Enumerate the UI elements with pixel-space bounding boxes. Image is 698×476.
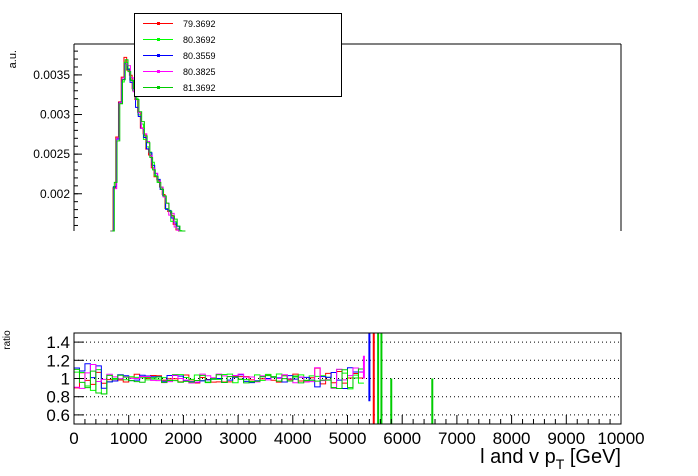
top-y-tick-label: 0.003	[40, 108, 70, 122]
top-y-tick-label: 0.0035	[33, 68, 70, 82]
ratio-series-80.3825	[74, 363, 364, 389]
ratio-series-81.3692	[74, 368, 364, 395]
legend-marker	[157, 86, 160, 89]
ratio-x-tick-label: 4000	[274, 429, 312, 448]
legend-entry: 79.3692	[135, 17, 341, 31]
legend-marker	[157, 70, 160, 73]
legend-entry: 80.3692	[135, 33, 341, 47]
legend-label: 79.3692	[183, 19, 216, 29]
legend-label: 80.3559	[183, 51, 216, 61]
legend-marker	[157, 38, 160, 41]
ratio-x-tick-label: 3000	[219, 429, 257, 448]
legend-marker	[157, 54, 160, 57]
ratio-y-tick-label: 0.8	[46, 388, 70, 407]
ratio-x-tick-label: 7000	[438, 429, 476, 448]
ratio-x-tick-label: 6000	[383, 429, 421, 448]
ratio-x-tick-label: 8000	[493, 429, 531, 448]
ratio-y-tick-label: 1	[61, 370, 70, 389]
ratio-y-tick-label: 0.6	[46, 406, 70, 425]
top-y-axis-label: a.u.	[7, 50, 19, 68]
legend-entry: 80.3825	[135, 65, 341, 79]
legend-entry: 80.3559	[135, 49, 341, 63]
ratio-y-axis-label: ratio	[2, 330, 13, 350]
legend-marker	[157, 22, 160, 25]
top-y-tick-label: 0.002	[40, 187, 70, 201]
ratio-x-tick-label: 1000	[110, 429, 148, 448]
ratio-y-tick-label: 1.2	[46, 351, 70, 370]
ratio-x-tick-label: 5000	[329, 429, 367, 448]
legend: 79.3692 80.3692 80.3559 80.3825 81.3692	[134, 13, 342, 97]
x-axis-label: l and v pT [GeV]	[480, 446, 621, 472]
ratio-y-tick-label: 1.4	[46, 333, 70, 352]
top-series-80.3692	[110, 61, 185, 232]
ratio-x-tick-label: 2000	[164, 429, 202, 448]
ratio-x-tick-label: 9000	[547, 429, 585, 448]
legend-label: 80.3825	[183, 67, 216, 77]
legend-entry: 81.3692	[135, 81, 341, 95]
top-y-tick-label: 0.0025	[33, 147, 70, 161]
legend-label: 80.3692	[183, 35, 216, 45]
top-series-81.3692	[111, 59, 186, 232]
legend-label: 81.3692	[183, 83, 216, 93]
ratio-x-tick-label: 0	[69, 429, 78, 448]
ratio-x-tick-label: 10000	[597, 429, 644, 448]
